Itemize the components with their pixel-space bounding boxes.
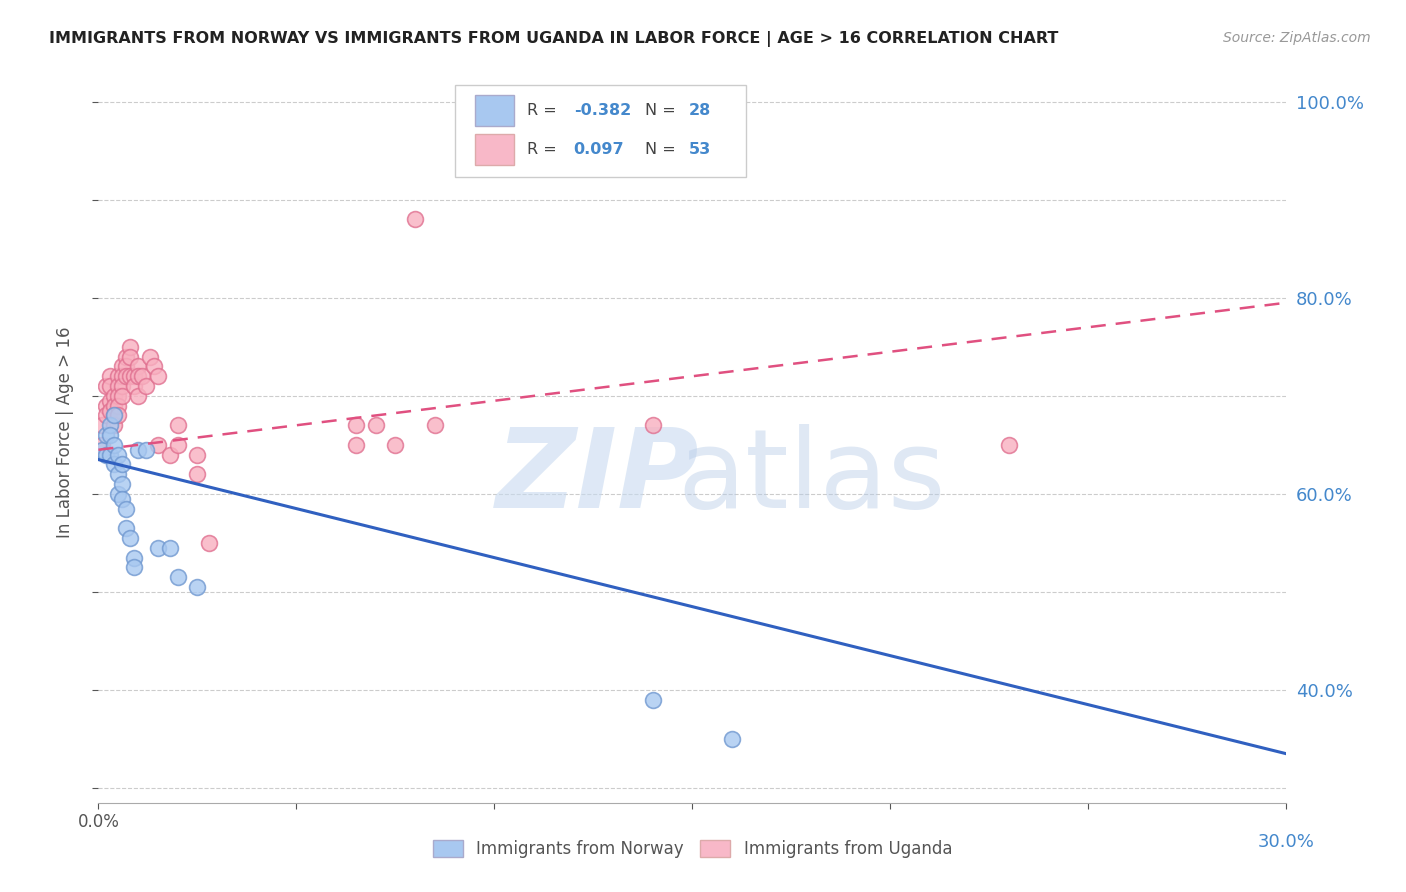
Point bbox=[122, 379, 145, 393]
Point bbox=[198, 536, 221, 550]
Point bbox=[96, 379, 118, 393]
Text: N =: N = bbox=[645, 142, 681, 157]
Point bbox=[364, 418, 387, 433]
Point bbox=[98, 379, 121, 393]
Point bbox=[111, 389, 134, 403]
Point bbox=[111, 379, 134, 393]
Point bbox=[91, 438, 114, 452]
Point bbox=[98, 403, 121, 417]
Point bbox=[146, 369, 169, 384]
Point bbox=[186, 467, 208, 482]
Point bbox=[107, 369, 129, 384]
Point bbox=[139, 350, 162, 364]
Text: Source: ZipAtlas.com: Source: ZipAtlas.com bbox=[1223, 31, 1371, 45]
Point bbox=[166, 418, 188, 433]
Point bbox=[166, 438, 188, 452]
Point bbox=[103, 389, 125, 403]
FancyBboxPatch shape bbox=[456, 85, 747, 178]
Point bbox=[107, 379, 129, 393]
Point bbox=[159, 448, 181, 462]
Point bbox=[641, 693, 664, 707]
Point bbox=[166, 570, 188, 584]
Point bbox=[103, 409, 125, 423]
Point bbox=[115, 369, 138, 384]
Point bbox=[103, 399, 125, 413]
Point bbox=[159, 541, 181, 555]
Point bbox=[98, 393, 121, 408]
Text: -0.382: -0.382 bbox=[574, 103, 631, 118]
Point bbox=[131, 369, 153, 384]
Point bbox=[127, 369, 149, 384]
FancyBboxPatch shape bbox=[475, 134, 515, 165]
Point bbox=[122, 560, 145, 574]
Point bbox=[120, 350, 142, 364]
Text: N =: N = bbox=[645, 103, 681, 118]
FancyBboxPatch shape bbox=[475, 95, 515, 126]
Point bbox=[98, 369, 121, 384]
Point bbox=[423, 418, 446, 433]
Point bbox=[384, 438, 406, 452]
Point bbox=[135, 442, 157, 457]
Text: atlas: atlas bbox=[678, 424, 945, 531]
Point bbox=[98, 418, 121, 433]
Point bbox=[107, 487, 129, 501]
Point bbox=[91, 442, 114, 457]
Point bbox=[107, 467, 129, 482]
Text: R =: R = bbox=[527, 103, 562, 118]
Point bbox=[122, 550, 145, 565]
Point bbox=[115, 359, 138, 374]
Y-axis label: In Labor Force | Age > 16: In Labor Force | Age > 16 bbox=[56, 326, 75, 539]
Point bbox=[98, 428, 121, 442]
Point bbox=[127, 359, 149, 374]
Point bbox=[107, 448, 129, 462]
Point bbox=[107, 389, 129, 403]
Point bbox=[98, 448, 121, 462]
Point bbox=[120, 340, 142, 354]
Point bbox=[96, 448, 118, 462]
Point bbox=[111, 359, 134, 374]
Text: 53: 53 bbox=[689, 142, 711, 157]
Point bbox=[344, 418, 367, 433]
Text: IMMIGRANTS FROM NORWAY VS IMMIGRANTS FROM UGANDA IN LABOR FORCE | AGE > 16 CORRE: IMMIGRANTS FROM NORWAY VS IMMIGRANTS FRO… bbox=[49, 31, 1059, 47]
Point bbox=[111, 458, 134, 472]
Point bbox=[142, 359, 165, 374]
Point bbox=[344, 438, 367, 452]
Point bbox=[115, 521, 138, 535]
Point bbox=[404, 212, 426, 227]
Point bbox=[96, 428, 118, 442]
Point bbox=[146, 438, 169, 452]
Point bbox=[998, 438, 1021, 452]
Text: 28: 28 bbox=[689, 103, 711, 118]
Point bbox=[103, 458, 125, 472]
Text: 30.0%: 30.0% bbox=[1258, 833, 1315, 851]
Point bbox=[111, 369, 134, 384]
Point bbox=[146, 541, 169, 555]
Point bbox=[721, 732, 744, 747]
Point bbox=[115, 501, 138, 516]
Point bbox=[120, 531, 142, 545]
Point bbox=[135, 379, 157, 393]
Point bbox=[103, 409, 125, 423]
Point bbox=[107, 409, 129, 423]
Point bbox=[96, 409, 118, 423]
Point bbox=[186, 580, 208, 594]
Point bbox=[122, 369, 145, 384]
Point bbox=[641, 418, 664, 433]
Point bbox=[111, 477, 134, 491]
Point bbox=[107, 399, 129, 413]
Point bbox=[120, 369, 142, 384]
Point bbox=[103, 418, 125, 433]
Point bbox=[91, 418, 114, 433]
Legend: Immigrants from Norway, Immigrants from Uganda: Immigrants from Norway, Immigrants from … bbox=[426, 833, 959, 865]
Point bbox=[127, 442, 149, 457]
Point bbox=[127, 389, 149, 403]
Text: R =: R = bbox=[527, 142, 562, 157]
Text: 0.097: 0.097 bbox=[574, 142, 624, 157]
Point bbox=[115, 350, 138, 364]
Point bbox=[111, 491, 134, 506]
Text: ZIP: ZIP bbox=[496, 424, 699, 531]
Point bbox=[96, 399, 118, 413]
Point bbox=[103, 438, 125, 452]
Point bbox=[186, 448, 208, 462]
